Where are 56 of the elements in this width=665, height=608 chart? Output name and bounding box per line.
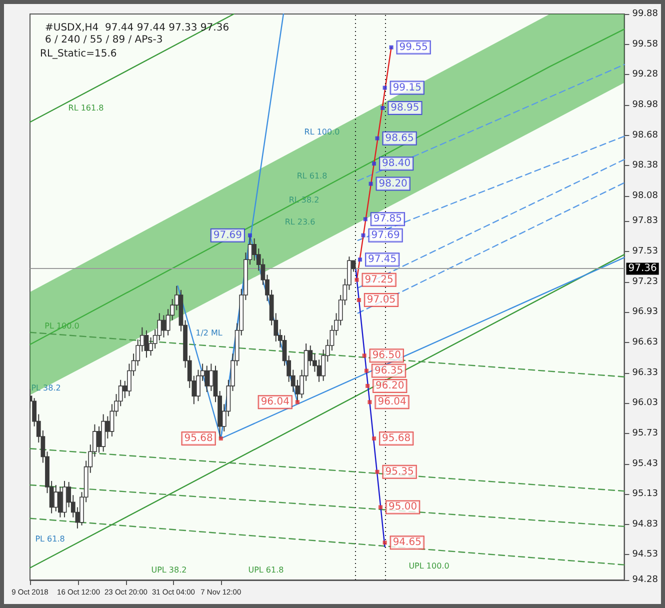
- annotation: 1/2 ML: [196, 328, 223, 338]
- data-label: 97.69: [213, 230, 242, 241]
- annotation: PL 61.8: [35, 534, 65, 544]
- data-label: 94.65: [392, 537, 422, 548]
- data-label: 97.85: [373, 214, 402, 225]
- data-label: 95.68: [184, 433, 213, 444]
- y-tick-label: 94.28: [632, 575, 658, 585]
- annotation: UPL 38.2: [151, 566, 187, 574]
- y-tick-label: 97.83: [632, 216, 658, 226]
- data-label: 99.15: [392, 82, 422, 94]
- data-label: 95.35: [385, 466, 414, 478]
- annotation: RL 38.2: [288, 196, 320, 204]
- y-tick-label: 95.13: [632, 489, 658, 500]
- y-tick-label: 99.28: [632, 70, 658, 80]
- data-label: 98.20: [378, 178, 408, 190]
- y-tick-label: 95.73: [632, 428, 658, 438]
- y-tick-label: 97.23: [632, 276, 658, 287]
- data-label: 96.50: [372, 350, 401, 362]
- annotation: UPL 61.8: [248, 566, 284, 574]
- data-label: 96.04: [378, 396, 406, 408]
- annotation: UPL 100.0: [408, 562, 450, 570]
- annotation: RL 61.8: [296, 172, 328, 180]
- y-tick-label: 96.33: [632, 368, 658, 378]
- annotation: RL 161.8: [68, 104, 104, 112]
- data-label: 98.95: [390, 102, 420, 114]
- y-tick-label: 95.43: [632, 458, 658, 469]
- data-label: 98.40: [382, 158, 411, 170]
- y-tick-label: 94.83: [632, 519, 658, 530]
- ref-line-label: 97.36: [628, 263, 657, 274]
- data-label: 96.04: [260, 396, 290, 408]
- data-label: 99.55: [399, 42, 428, 53]
- y-tick-label: 96.03: [632, 398, 658, 408]
- data-label: 96.20: [376, 380, 404, 392]
- y-tick-label: 97.53: [632, 246, 658, 257]
- annotation: RL_Static=15.6: [40, 48, 117, 60]
- data-label: 97.25: [364, 274, 394, 286]
- y-tick-label: 99.88: [632, 9, 658, 19]
- y-tick-label: 98.68: [632, 130, 658, 140]
- data-label: 95.00: [388, 502, 418, 513]
- data-label: 98.65: [385, 132, 414, 144]
- text: 6 / 240 / 55 / 89 / APs-3: [45, 34, 163, 46]
- y-tick-label: 94.53: [632, 550, 658, 560]
- data-label: 97.45: [368, 254, 397, 266]
- data-label: 96.35: [374, 365, 404, 376]
- y-tick-label: 98.08: [632, 190, 658, 201]
- annotation: PL 38.2: [31, 384, 61, 392]
- annotation: RL 23.6: [284, 218, 316, 226]
- data-label: 95.68: [382, 433, 411, 444]
- y-tick-label: 96.63: [632, 337, 658, 348]
- y-tick-label: 96.93: [632, 307, 658, 318]
- y-tick-label: 99.58: [632, 39, 658, 50]
- y-tick-label: 98.38: [632, 160, 658, 171]
- annotation: RL 100.0: [304, 128, 340, 136]
- y-tick-label: 98.98: [632, 100, 658, 110]
- data-label: 97.05: [366, 294, 396, 306]
- data-label: 97.69: [371, 230, 400, 241]
